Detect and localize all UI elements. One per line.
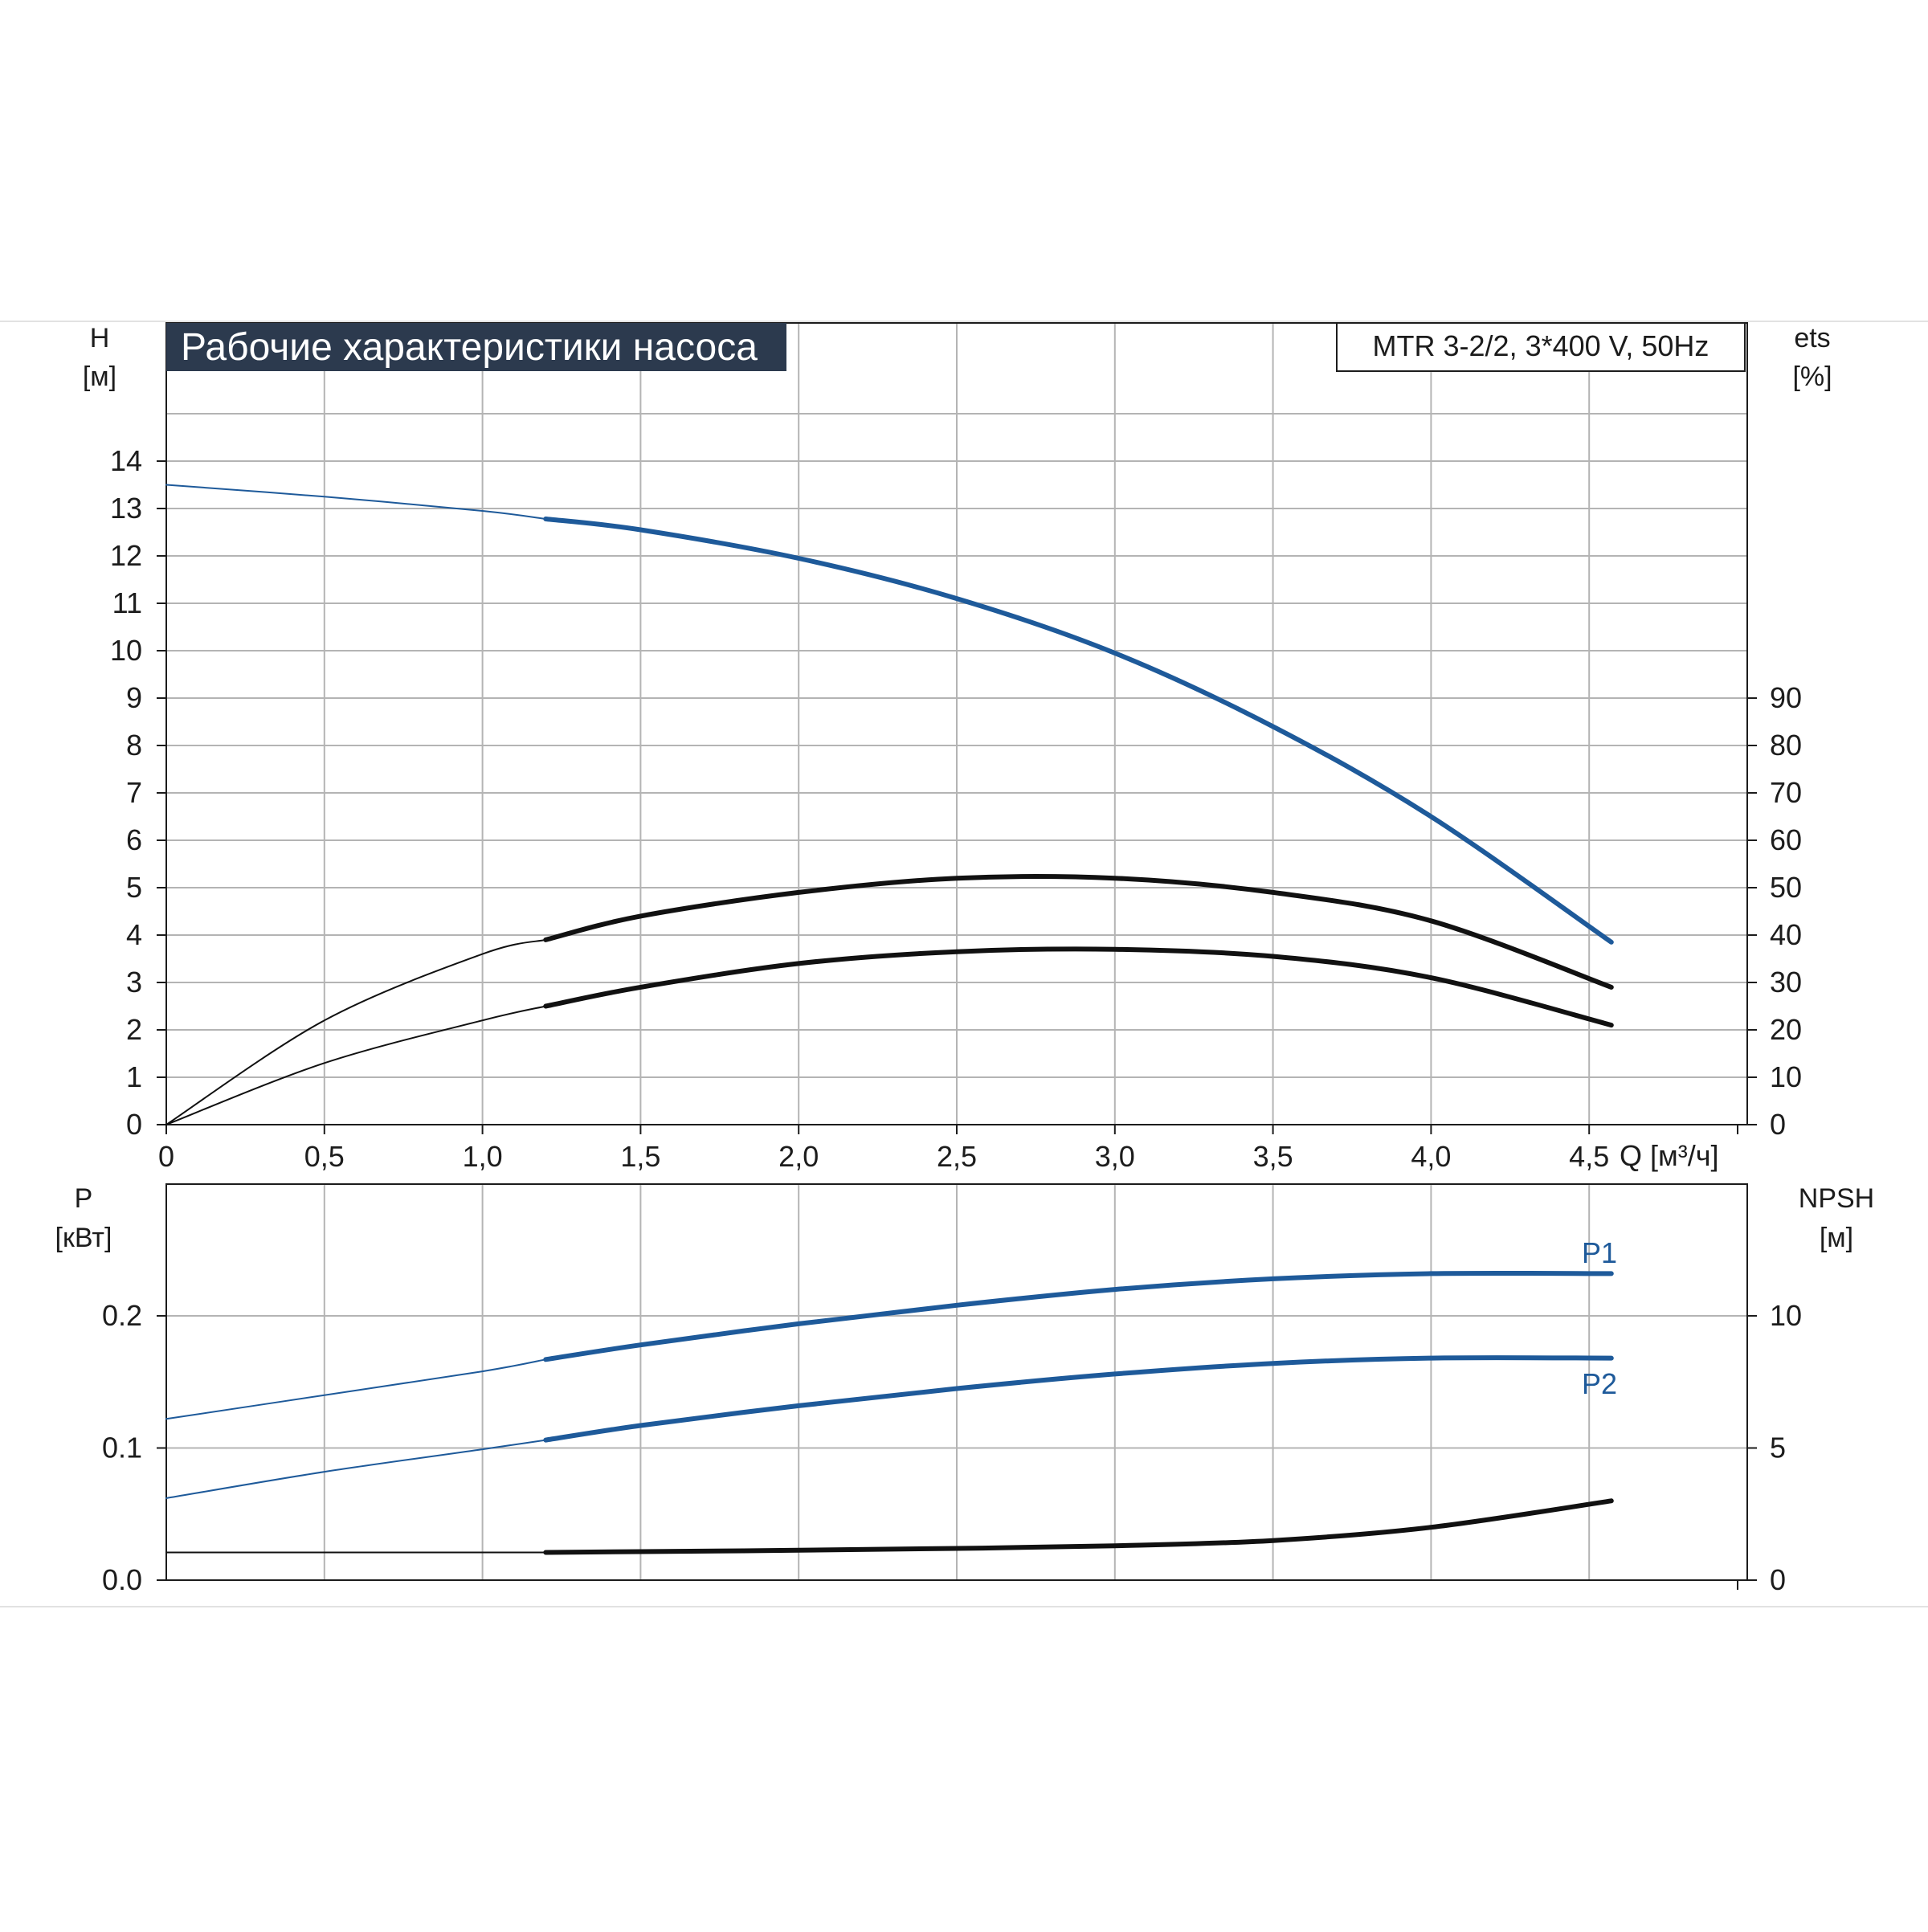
p2-series-label: P2 xyxy=(1582,1367,1617,1400)
h-axis-unit: [м] xyxy=(83,361,116,392)
top-series-group xyxy=(165,484,1614,1125)
model-label-bg xyxy=(1336,322,1746,372)
eta-tick-label: 20 xyxy=(1770,1013,1802,1046)
h-tick-label: 6 xyxy=(126,823,142,856)
axis-titles: H [м] ets [%] Q [м³/ч] P [кВт] NPSH [м] xyxy=(55,323,1875,1253)
p-tick-label: 0.2 xyxy=(102,1299,142,1332)
bottom-plot-frame xyxy=(165,1183,1748,1581)
h-tick-label: 1 xyxy=(126,1060,142,1093)
bottom-series-1-duty-line xyxy=(543,1355,1614,1443)
bottom-axis-ticks: 0.0 0.1 0.2 0 5 10 xyxy=(102,1299,1802,1596)
title-banner: Рабочие характеристики насоса xyxy=(166,323,786,371)
q-tick-label: 2,0 xyxy=(778,1140,819,1173)
p-tick-label: 0.1 xyxy=(102,1432,142,1464)
q-tick-label: 1,0 xyxy=(463,1140,503,1173)
chart-title: Рабочие характеристики насоса xyxy=(181,326,758,369)
top-series-0-thin-line xyxy=(165,484,547,520)
h-tick-label: 12 xyxy=(110,539,142,572)
bottom-series-group xyxy=(165,1270,1614,1555)
eta-tick-label: 60 xyxy=(1770,823,1802,856)
eta-tick-label: 40 xyxy=(1770,918,1802,951)
eta-tick-label: 50 xyxy=(1770,871,1802,904)
eta-tick-label: 80 xyxy=(1770,729,1802,762)
q-tick-label: 3,0 xyxy=(1095,1140,1135,1173)
npsh-axis-label: NPSH xyxy=(1799,1183,1874,1214)
top-axis-ticks: 0123456789101112131401020304050607080900… xyxy=(110,444,1802,1173)
series-labels: P1 P2 xyxy=(1582,1236,1617,1400)
eta-tick-label: 90 xyxy=(1770,681,1802,714)
p-axis-label: P xyxy=(75,1183,93,1214)
npsh-tick-label: 10 xyxy=(1770,1299,1802,1332)
npsh-tick-label: 0 xyxy=(1770,1563,1786,1596)
eta-tick-label: 30 xyxy=(1770,966,1802,999)
h-tick-label: 14 xyxy=(110,444,142,477)
top-grid xyxy=(166,323,1747,1125)
bottom-series-2-duty-line xyxy=(543,1498,1614,1555)
h-tick-label: 13 xyxy=(110,492,142,525)
eta-axis-unit: [%] xyxy=(1792,361,1832,392)
h-tick-label: 3 xyxy=(126,966,142,999)
eta-tick-label: 70 xyxy=(1770,776,1802,809)
h-axis-label: H xyxy=(90,323,110,353)
top-series-0-duty-line xyxy=(543,517,1614,945)
h-tick-label: 8 xyxy=(126,729,142,762)
top-series-1-thin-line xyxy=(165,938,547,1125)
bottom-series-0-thin-line xyxy=(165,1358,547,1420)
q-tick-label: 2,5 xyxy=(937,1140,977,1173)
top-series-1-duty-line xyxy=(543,874,1614,990)
h-tick-label: 5 xyxy=(126,871,142,904)
h-tick-label: 11 xyxy=(112,586,142,619)
model-label: MTR 3-2/2, 3*400 V, 50Hz xyxy=(1373,329,1709,362)
eta-tick-label: 10 xyxy=(1770,1060,1802,1093)
q-tick-label: 1,5 xyxy=(620,1140,660,1173)
bottom-grid xyxy=(166,1184,1747,1580)
q-tick-label: 0 xyxy=(158,1140,174,1173)
eta-tick-label: 0 xyxy=(1770,1108,1786,1141)
title-banner-bg xyxy=(166,323,786,371)
h-tick-label: 10 xyxy=(110,634,142,667)
eta-axis-label: ets xyxy=(1794,323,1830,353)
h-tick-label: 2 xyxy=(126,1013,142,1046)
model-label-box: MTR 3-2/2, 3*400 V, 50Hz xyxy=(1336,322,1746,372)
p-axis-unit: [кВт] xyxy=(55,1223,112,1253)
q-tick-label: 4,5 xyxy=(1569,1140,1609,1173)
top-series-2-duty-line xyxy=(543,946,1614,1028)
h-tick-label: 9 xyxy=(126,681,142,714)
q-tick-label: 0,5 xyxy=(304,1140,345,1173)
bottom-series-1-thin-line xyxy=(165,1439,547,1499)
npsh-tick-label: 5 xyxy=(1770,1432,1786,1464)
q-axis-label: Q [м³/ч] xyxy=(1620,1139,1719,1172)
h-tick-label: 0 xyxy=(126,1108,142,1141)
q-tick-label: 3,5 xyxy=(1253,1140,1293,1173)
h-tick-label: 7 xyxy=(126,776,142,809)
top-series-2-thin-line xyxy=(165,1005,547,1125)
p1-series-label: P1 xyxy=(1582,1236,1617,1269)
npsh-axis-unit: [м] xyxy=(1820,1223,1853,1253)
bottom-series-0-duty-line xyxy=(543,1270,1614,1362)
h-tick-label: 4 xyxy=(126,918,142,951)
q-tick-label: 4,0 xyxy=(1411,1140,1451,1173)
p-tick-label: 0.0 xyxy=(102,1563,142,1596)
